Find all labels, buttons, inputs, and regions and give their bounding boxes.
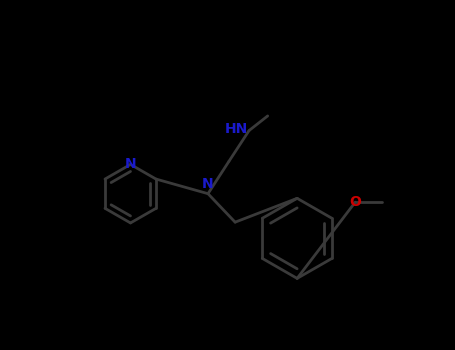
- Text: N: N: [202, 177, 214, 191]
- Text: O: O: [349, 195, 361, 209]
- Text: N: N: [125, 157, 136, 171]
- Text: HN: HN: [224, 122, 248, 136]
